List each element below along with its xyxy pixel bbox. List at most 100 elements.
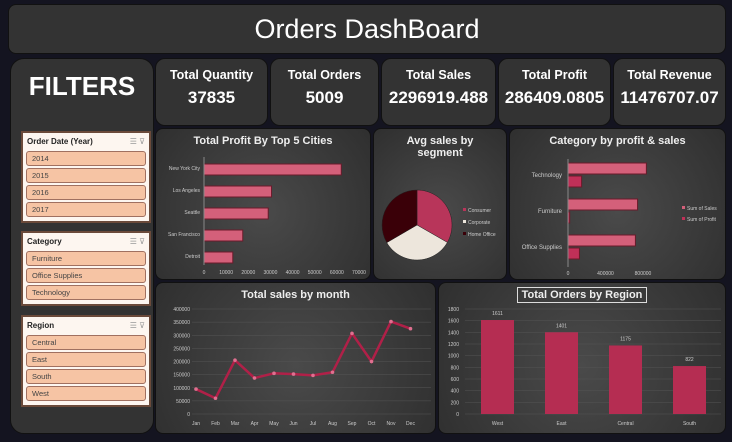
data-label: 1175 (620, 336, 631, 342)
data-label: 822 (685, 357, 694, 363)
slicer-item[interactable]: Central (26, 335, 146, 350)
kpi-value: 2296919.488 (388, 88, 489, 107)
slicer-item[interactable]: South (26, 369, 146, 384)
category-label: Los Angeles (173, 188, 201, 194)
data-point (389, 319, 393, 324)
month-label: Sep (348, 421, 357, 427)
bar (203, 207, 269, 220)
bar (481, 320, 514, 414)
category-label: New York City (169, 166, 201, 172)
slicer-0: Order Date (Year) ☰ ⊽ 2014 2015 2016 2017 (21, 131, 151, 223)
tick-label: 400000 (597, 271, 614, 277)
tick-label: 10000 (219, 270, 233, 276)
kpi-card: Total Orders 5009 (270, 58, 379, 126)
category-label: Furniture (538, 209, 563, 215)
tick-label: 300000 (173, 333, 190, 339)
chart-title: Category by profit & sales (549, 135, 686, 147)
kpi-label: Total Orders (287, 68, 362, 82)
legend-label: Home Office (468, 232, 496, 238)
slicer-item[interactable]: 2016 (26, 185, 146, 200)
tick-label: 0 (203, 270, 206, 276)
month-label: Aug (328, 421, 337, 427)
data-point (233, 358, 237, 362)
bar-sales (567, 234, 636, 247)
legend-swatch (682, 206, 685, 209)
chart-orders-region: Total Orders by Region 0 200 400 600 800 1000 1… (438, 282, 726, 434)
slicer-item[interactable]: East (26, 352, 146, 367)
slicer-item[interactable]: 2015 (26, 168, 146, 183)
data-point (252, 376, 257, 380)
kpi-value: 11476707.07 (620, 88, 719, 107)
line-series (195, 320, 411, 400)
clear-filter-icon[interactable]: ⊽ (139, 237, 145, 246)
slicer-item[interactable]: West (26, 386, 146, 401)
category-label: Technology (532, 173, 562, 179)
slicer-item[interactable]: Technology (26, 285, 146, 300)
tick-label: 100000 (173, 386, 190, 392)
bar (545, 332, 578, 414)
data-point (272, 371, 276, 376)
filters-panel: FILTERS Order Date (Year) ☰ ⊽ 2014 2015 2016… (10, 58, 154, 434)
bar (203, 185, 273, 198)
kpi-card: Total Profit 286409.0805 (498, 58, 611, 126)
legend-label: Corporate (468, 220, 490, 226)
slicer-item[interactable]: Furniture (26, 251, 146, 266)
category-label: East (556, 421, 567, 427)
kpi-value: 5009 (305, 88, 344, 107)
legend-label: Sum of Profit (687, 217, 717, 223)
kpi-label: Total Profit (521, 68, 588, 82)
kpi-label: Total Revenue (627, 68, 712, 82)
tick-label: 200000 (173, 360, 190, 366)
slicer-item[interactable]: 2014 (26, 151, 146, 166)
multi-select-icon[interactable]: ☰ (129, 321, 137, 330)
month-label: Apr (251, 421, 259, 427)
tick-label: 1600 (448, 319, 459, 325)
slicer-item[interactable]: Office Supplies (26, 268, 146, 283)
kpi-label: Total Quantity (169, 68, 254, 82)
slicer-title: Region (27, 321, 55, 330)
bar-profit (567, 247, 580, 260)
tick-label: 0 (456, 412, 459, 418)
clear-filter-icon[interactable]: ⊽ (139, 137, 145, 146)
bar (203, 229, 244, 242)
tick-label: 400000 (173, 307, 190, 313)
tick-label: 800000 (635, 271, 652, 277)
chart-segment-pie: Avg sales by segment Consumer Corporate Hom… (373, 128, 507, 280)
tick-label: 600 (451, 377, 460, 383)
month-label: Dec (406, 421, 415, 427)
multi-select-icon[interactable]: ☰ (129, 137, 137, 146)
legend-label: Sum of Sales (687, 206, 717, 212)
chart-title: Total Orders by Region (439, 287, 725, 303)
data-point (194, 387, 198, 391)
bar-profit (567, 175, 583, 188)
kpi-label: Total Sales (405, 68, 472, 82)
bar-sales (567, 162, 647, 175)
bar (609, 345, 642, 414)
category-label: Seattle (184, 210, 200, 216)
month-label: Feb (211, 421, 220, 427)
kpi-value: 286409.0805 (504, 88, 605, 107)
pie-slice (416, 189, 453, 243)
data-point (408, 326, 413, 331)
month-label: Jun (289, 421, 297, 427)
slicer-2: Region ☰ ⊽ Central East South West (21, 315, 151, 407)
tick-label: 1000 (448, 354, 459, 360)
month-label: Mar (231, 421, 240, 427)
data-point (330, 370, 335, 375)
clear-filter-icon[interactable]: ⊽ (139, 321, 145, 330)
tick-label: 50000 (308, 270, 322, 276)
bar (203, 251, 234, 264)
category-label: South (683, 421, 696, 427)
month-label: Nov (387, 421, 396, 427)
bar-sales (567, 198, 639, 211)
chart-title-text: Total Orders by Region (516, 287, 648, 303)
bar (203, 163, 342, 176)
pie-slice (386, 224, 448, 261)
chart-sales-month: Total sales by month 0 50000 100000 150000 20… (155, 282, 436, 434)
multi-select-icon[interactable]: ☰ (129, 237, 137, 246)
chart-title: Avg sales by segment (406, 135, 474, 159)
data-label: 1401 (556, 323, 567, 329)
data-point (291, 372, 296, 376)
chart-title: Total Profit By Top 5 Cities (193, 135, 333, 147)
slicer-item[interactable]: 2017 (26, 202, 146, 217)
